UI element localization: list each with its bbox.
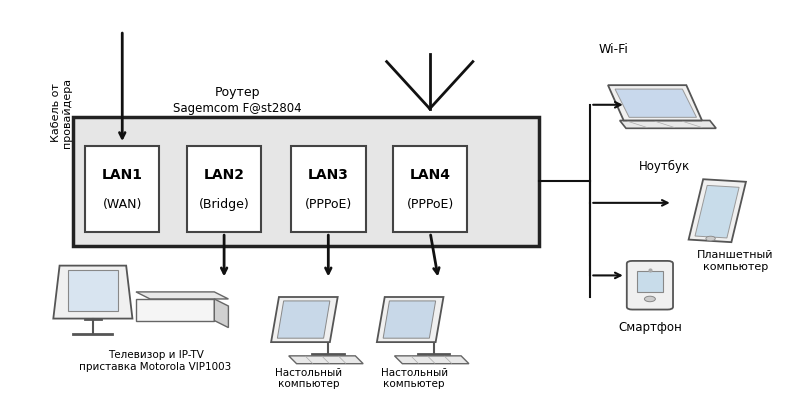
Bar xyxy=(291,146,365,232)
Polygon shape xyxy=(271,297,338,342)
Text: Ноутбук: Ноутбук xyxy=(639,160,690,173)
Polygon shape xyxy=(215,299,228,328)
Bar xyxy=(85,146,159,232)
Polygon shape xyxy=(136,292,228,299)
Text: (PPPoE): (PPPoE) xyxy=(305,198,352,211)
Polygon shape xyxy=(689,179,746,242)
Polygon shape xyxy=(608,85,702,121)
Polygon shape xyxy=(695,185,739,238)
Text: Смартфон: Смартфон xyxy=(618,320,682,334)
Text: Настольный
компьютер: Настольный компьютер xyxy=(380,368,447,389)
Text: (WAN): (WAN) xyxy=(103,198,142,211)
Text: Телевизор и IP-TV
приставка Motorola VIP1003: Телевизор и IP-TV приставка Motorola VIP… xyxy=(80,350,232,372)
Text: Планшетный
компьютер: Планшетный компьютер xyxy=(697,250,773,271)
Polygon shape xyxy=(394,356,469,364)
Polygon shape xyxy=(289,356,363,364)
Text: Роутер: Роутер xyxy=(215,86,260,99)
Bar xyxy=(136,299,215,320)
Polygon shape xyxy=(377,297,443,342)
Text: (Bridge): (Bridge) xyxy=(199,198,249,211)
Text: Настольный
компьютер: Настольный компьютер xyxy=(275,368,342,389)
Bar xyxy=(638,271,663,292)
Polygon shape xyxy=(619,121,716,128)
Polygon shape xyxy=(278,301,330,338)
Text: Wi-Fi: Wi-Fi xyxy=(598,43,628,57)
Text: LAN2: LAN2 xyxy=(204,168,245,182)
Text: LAN3: LAN3 xyxy=(308,168,349,182)
Text: Sagemcom F@st2804: Sagemcom F@st2804 xyxy=(174,101,302,115)
Circle shape xyxy=(706,236,716,241)
Text: Кабель от
провайдера: Кабель от провайдера xyxy=(50,78,73,148)
Polygon shape xyxy=(615,89,697,117)
Text: (PPPoE): (PPPoE) xyxy=(406,198,454,211)
Text: LAN4: LAN4 xyxy=(409,168,451,182)
Bar xyxy=(393,146,467,232)
Text: LAN1: LAN1 xyxy=(102,168,143,182)
Polygon shape xyxy=(383,301,436,338)
Bar xyxy=(187,146,261,232)
Bar xyxy=(68,270,118,311)
Circle shape xyxy=(645,296,656,302)
Polygon shape xyxy=(54,265,133,318)
FancyBboxPatch shape xyxy=(626,261,673,310)
Bar xyxy=(73,117,540,246)
